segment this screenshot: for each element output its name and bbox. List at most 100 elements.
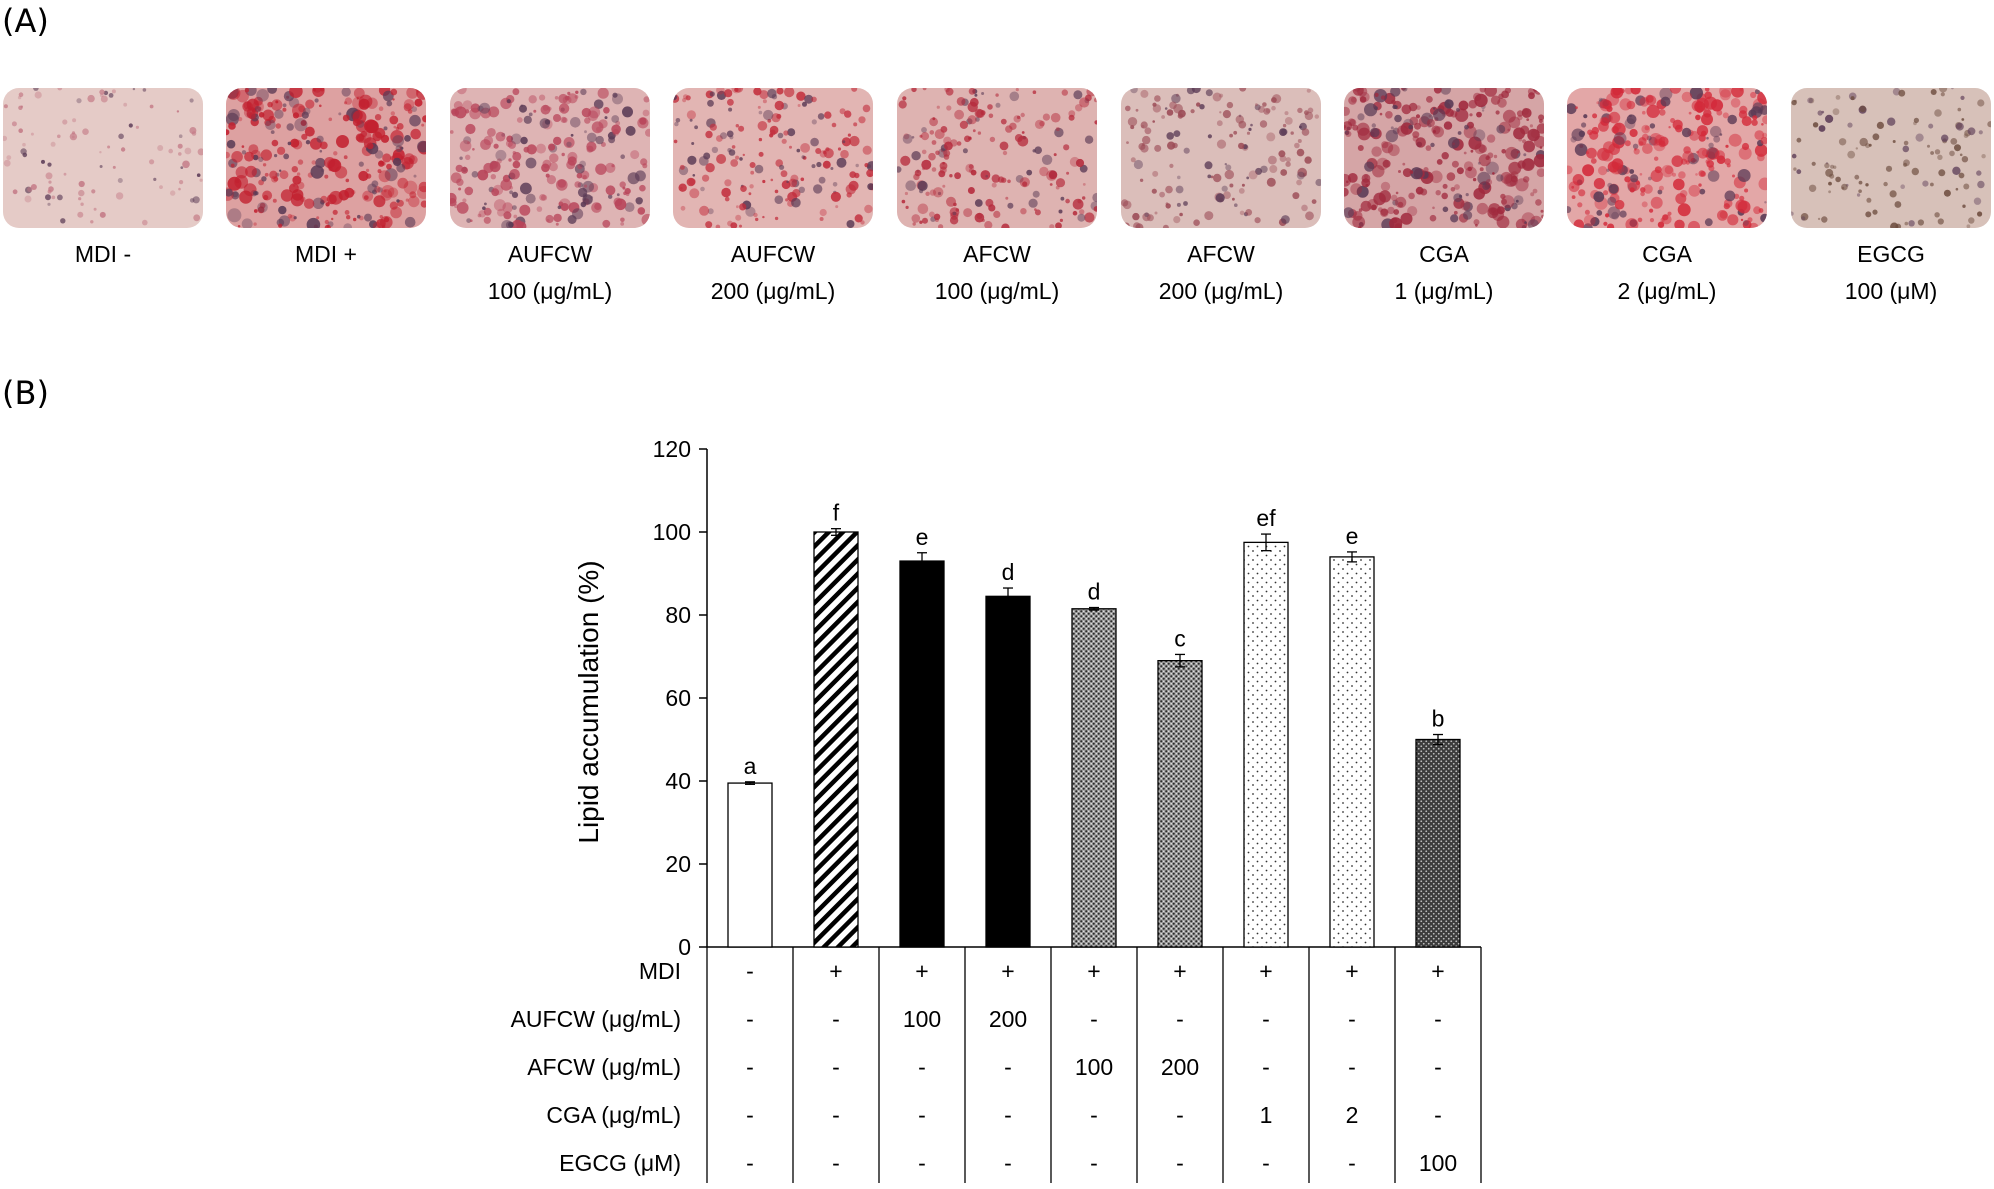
bar-7 — [1243, 541, 1289, 948]
caption-line-1: AFCW — [1187, 241, 1255, 267]
micrograph-caption: MDI - — [3, 236, 203, 273]
bar-3 — [899, 560, 945, 948]
table-cell: - — [1262, 1054, 1270, 1080]
micrograph-image — [1791, 88, 1991, 228]
caption-line-2: 200 (μg/mL) — [710, 278, 836, 304]
table-cell: - — [1004, 1150, 1012, 1176]
table-cell: - — [832, 1150, 840, 1176]
caption-line-1: AUFCW — [507, 241, 593, 267]
micrograph-image — [1567, 88, 1767, 228]
table-row-label: EGCG (μM) — [559, 1150, 681, 1176]
table-cell: - — [832, 1054, 840, 1080]
significance-letter: f — [833, 500, 840, 526]
micrograph-image — [673, 88, 873, 228]
table-cell: - — [1004, 1102, 1012, 1128]
table-cell: + — [1173, 958, 1186, 984]
table-cell: 200 — [1161, 1054, 1199, 1080]
table-row-label: CGA (μg/mL) — [546, 1102, 681, 1128]
table-cell: 100 — [1075, 1054, 1113, 1080]
caption-line-1: AUFCW — [730, 241, 816, 267]
y-tick-label: 80 — [665, 602, 691, 628]
significance-letter: b — [1432, 706, 1445, 732]
caption-line-2: 100 (μg/mL) — [487, 278, 613, 304]
micrograph-image — [450, 88, 650, 228]
caption-line-1: AFCW — [963, 241, 1031, 267]
table-cell: - — [746, 1006, 754, 1032]
table-cell: - — [918, 1102, 926, 1128]
table-cell: - — [1176, 1150, 1184, 1176]
caption-line-2: 2 (μg/mL) — [1617, 278, 1717, 304]
significance-letter: e — [1346, 523, 1359, 549]
table-cell: - — [918, 1150, 926, 1176]
micrograph-caption: MDI + — [226, 236, 426, 273]
caption-line-1: CGA — [1642, 241, 1692, 267]
bar-6 — [1157, 660, 1203, 948]
micrograph-3: AUFCW 100 (μg/mL) — [450, 88, 650, 310]
bar-9 — [1415, 738, 1461, 948]
micrograph-image — [1344, 88, 1544, 228]
y-tick-label: 120 — [653, 436, 691, 462]
table-cell: - — [1348, 1054, 1356, 1080]
table-cell: 1 — [1260, 1102, 1273, 1128]
y-tick-label: 100 — [653, 519, 691, 545]
table-cell: - — [1348, 1006, 1356, 1032]
table-cell: + — [1087, 958, 1100, 984]
table-row-label: AUFCW (μg/mL) — [511, 1006, 681, 1032]
micrograph-caption: EGCG 100 (μM) — [1791, 236, 1991, 310]
table-cell: - — [746, 1150, 754, 1176]
table-cell: + — [829, 958, 842, 984]
micrograph-7: CGA 1 (μg/mL) — [1344, 88, 1544, 310]
table-cell: - — [1090, 1102, 1098, 1128]
significance-letter: c — [1174, 625, 1186, 651]
micrograph-6: AFCW 200 (μg/mL) — [1121, 88, 1321, 310]
bar-2 — [813, 531, 859, 948]
micrograph-image — [226, 88, 426, 228]
significance-letter: e — [916, 524, 929, 550]
micrograph-image — [1121, 88, 1321, 228]
table-cell: - — [1176, 1006, 1184, 1032]
micrograph-9: EGCG 100 (μM) — [1791, 88, 1991, 310]
micrograph-5: AFCW 100 (μg/mL) — [897, 88, 1097, 310]
caption-line-2: 100 (μg/mL) — [934, 278, 1060, 304]
panel-b-label: (B) — [2, 374, 49, 412]
table-cell: + — [1431, 958, 1444, 984]
significance-letter: d — [1002, 559, 1015, 585]
table-row-label: MDI — [639, 958, 681, 984]
micrograph-image — [3, 88, 203, 228]
caption-line-2: 1 (μg/mL) — [1394, 278, 1494, 304]
y-axis-label: Lipid accumulation (%) — [573, 560, 604, 843]
table-cell: - — [746, 1054, 754, 1080]
table-cell: 2 — [1346, 1102, 1359, 1128]
y-tick-label: 60 — [665, 685, 691, 711]
table-row-label: AFCW (μg/mL) — [527, 1054, 681, 1080]
caption-line-2: 100 (μM) — [1844, 278, 1938, 304]
y-tick-label: 40 — [665, 768, 691, 794]
table-cell: - — [1090, 1006, 1098, 1032]
table-cell: - — [1348, 1150, 1356, 1176]
caption-line-1: EGCG — [1857, 241, 1925, 267]
micrograph-row: MDI - MDI + AUFCW 100 (μg/mL) AUFCW 200 (μg/m… — [0, 88, 1994, 318]
micrograph-8: CGA 2 (μg/mL) — [1567, 88, 1767, 310]
table-cell: 100 — [903, 1006, 941, 1032]
micrograph-caption: AFCW 200 (μg/mL) — [1121, 236, 1321, 310]
significance-letter: ef — [1256, 505, 1276, 531]
bar-8 — [1329, 556, 1375, 948]
table-cell: - — [1434, 1006, 1442, 1032]
table-cell: - — [1176, 1102, 1184, 1128]
bar-4 — [985, 595, 1031, 948]
table-cell: 200 — [989, 1006, 1027, 1032]
table-cell: - — [832, 1102, 840, 1128]
table-cell: 100 — [1419, 1150, 1457, 1176]
micrograph-1: MDI - — [3, 88, 203, 273]
significance-letter: a — [744, 753, 757, 779]
caption-line-2: 200 (μg/mL) — [1158, 278, 1284, 304]
table-cell: + — [1259, 958, 1272, 984]
table-cell: + — [1345, 958, 1358, 984]
caption-line-1: MDI + — [295, 241, 357, 267]
table-cell: + — [915, 958, 928, 984]
micrograph-caption: AUFCW 200 (μg/mL) — [673, 236, 873, 310]
y-tick-label: 0 — [678, 934, 691, 960]
micrograph-4: AUFCW 200 (μg/mL) — [673, 88, 873, 310]
micrograph-caption: CGA 2 (μg/mL) — [1567, 236, 1767, 310]
